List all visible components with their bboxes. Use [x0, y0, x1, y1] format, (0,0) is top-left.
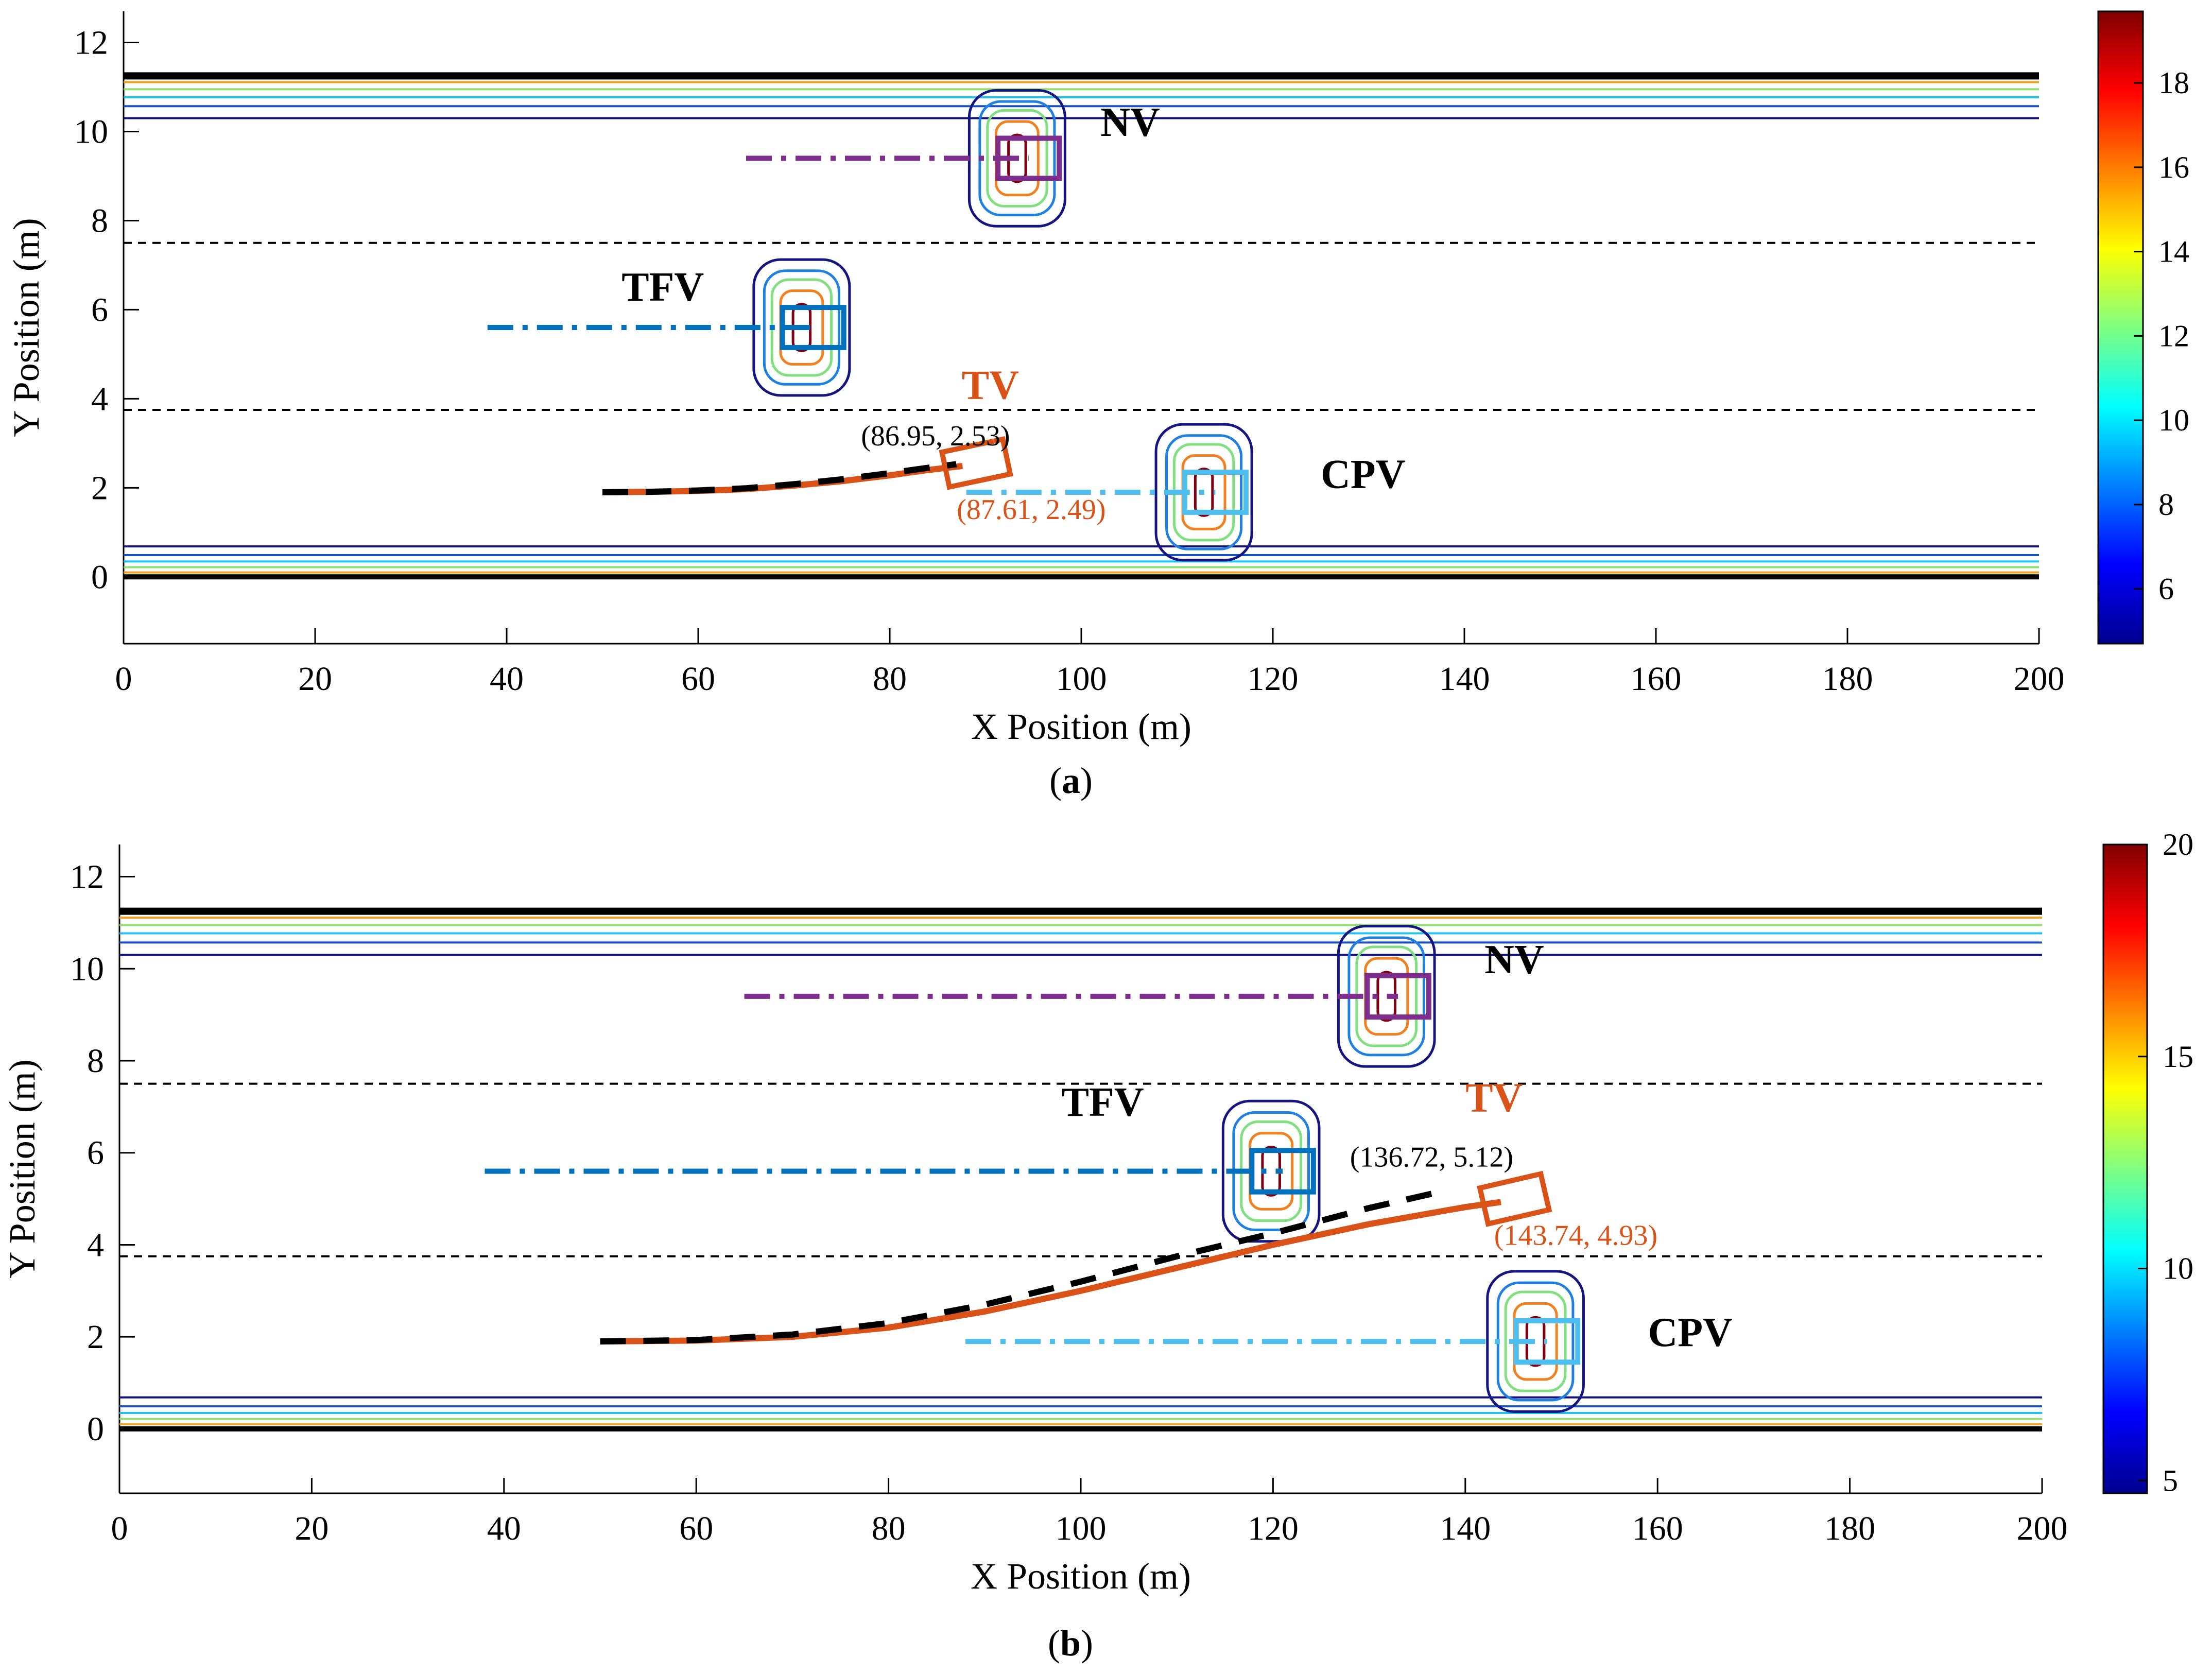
y-tick-label: 0 — [87, 1410, 104, 1448]
vehicle-label: CPV — [1648, 1310, 1733, 1355]
colorbar — [2097, 10, 2144, 645]
colorbar-tick-label: 14 — [2158, 235, 2189, 269]
colorbar-tick-label: 20 — [2163, 827, 2193, 861]
panel-caption: (a) — [1049, 760, 1093, 801]
x-tick-label: 60 — [679, 1510, 713, 1547]
colorbar-tick-label: 5 — [2163, 1463, 2178, 1497]
x-tick-label: 180 — [1822, 660, 1873, 698]
coordinate-annotation: (136.72, 5.12) — [1350, 1142, 1513, 1174]
risk-contour — [986, 109, 1048, 208]
y-tick-label: 10 — [74, 113, 108, 150]
y-tick-label: 4 — [87, 1226, 104, 1264]
x-tick-label: 180 — [1824, 1510, 1875, 1547]
vehicle-label: TFV — [1062, 1080, 1144, 1125]
panel-b: 0 20 40 60 80 100 120 140 160 180 200 0 2 4 6 8 10 12 X Po… — [2, 827, 2193, 1664]
vehicle-box — [1182, 470, 1249, 515]
caption-close: ) — [1081, 1623, 1093, 1664]
reference-trajectory — [600, 1190, 1435, 1345]
vehicle-box — [1249, 1148, 1316, 1195]
caption-letter: a — [1062, 760, 1080, 801]
x-tick-label: 0 — [115, 660, 132, 698]
x-tick-label: 120 — [1248, 1510, 1299, 1547]
vehicle-box — [1513, 1318, 1581, 1365]
y-tick-label: 10 — [70, 950, 104, 988]
vehicle-label: NV — [1484, 937, 1544, 982]
panel-a: 0 20 40 60 80 100 120 140 160 180 200 0 2 4 6 8 10 12 X Po… — [6, 10, 2189, 801]
tv-trajectory — [600, 1199, 1501, 1345]
y-tick-label: 0 — [91, 558, 108, 596]
x-axis-label: X Position (m) — [971, 706, 1191, 747]
tv-box — [1477, 1170, 1552, 1227]
caption-open: ( — [1048, 1623, 1060, 1664]
caption-letter: b — [1060, 1623, 1081, 1664]
colorbar-tick-label: 12 — [2158, 319, 2189, 353]
risk-contour — [1154, 423, 1253, 562]
y-tick-label: 12 — [70, 858, 104, 896]
y-axis-label: Y Position (m) — [6, 218, 47, 437]
x-tick-label: 40 — [490, 660, 524, 698]
coordinate-annotation: (143.74, 4.93) — [1494, 1219, 1657, 1251]
colorbar-tick-label: 6 — [2158, 572, 2174, 606]
y-tick-label: 2 — [91, 469, 108, 507]
y-tick-label: 6 — [87, 1134, 104, 1172]
coordinate-annotation: (87.61, 2.49) — [957, 494, 1105, 526]
x-tick-label: 200 — [2014, 660, 2065, 698]
x-tick-label: 160 — [1631, 660, 1682, 698]
colorbar-tick-label: 10 — [2158, 403, 2189, 437]
x-tick-label: 200 — [2017, 1510, 2068, 1547]
x-tick-label: 20 — [295, 1510, 329, 1547]
x-tick-label: 80 — [872, 1510, 906, 1547]
colorbar — [2102, 843, 2148, 1494]
tv-label: TV — [962, 363, 1019, 408]
colorbar-tick-label: 10 — [2163, 1252, 2193, 1286]
risk-contour — [1486, 1270, 1585, 1413]
x-tick-label: 120 — [1248, 660, 1299, 698]
reference-trajectory — [602, 461, 957, 495]
y-tick-label: 6 — [91, 291, 108, 329]
x-tick-label: 0 — [111, 1510, 128, 1547]
x-tick-label: 20 — [298, 660, 332, 698]
risk-contour — [1504, 1290, 1567, 1392]
x-tick-label: 160 — [1632, 1510, 1683, 1547]
risk-contour — [1194, 468, 1214, 517]
caption-open: ( — [1049, 760, 1062, 801]
risk-contour — [1249, 1132, 1294, 1211]
colorbar-tick-label: 18 — [2158, 66, 2189, 100]
risk-contour — [763, 269, 840, 386]
vehicle-label: CPV — [1321, 452, 1405, 497]
vehicle-box — [780, 305, 846, 350]
x-tick-label: 100 — [1056, 660, 1107, 698]
colorbar-tick-label: 16 — [2158, 150, 2189, 184]
y-tick-label: 12 — [74, 24, 108, 62]
x-axis-label: X Position (m) — [971, 1556, 1191, 1597]
x-tick-label: 140 — [1440, 1510, 1491, 1547]
vehicle-label: TFV — [621, 265, 704, 310]
y-tick-label: 8 — [91, 202, 108, 239]
tv-label: TV — [1465, 1075, 1523, 1120]
y-tick-label: 2 — [87, 1318, 104, 1356]
vehicle-box — [995, 135, 1062, 181]
colorbar-tick-label: 8 — [2158, 488, 2174, 522]
x-tick-label: 40 — [487, 1510, 521, 1547]
vehicle-box — [1364, 973, 1431, 1020]
y-axis-label: Y Position (m) — [2, 1059, 43, 1278]
panel-caption: (b) — [1048, 1623, 1093, 1664]
colorbar-tick-label: 15 — [2163, 1040, 2193, 1074]
risk-contour — [1221, 1099, 1321, 1243]
vehicle-label: NV — [1100, 100, 1160, 145]
y-tick-label: 4 — [91, 380, 108, 418]
caption-close: ) — [1080, 760, 1093, 801]
x-tick-label: 140 — [1439, 660, 1490, 698]
x-tick-label: 60 — [681, 660, 715, 698]
coordinate-annotation: (86.95, 2.53) — [861, 420, 1010, 452]
x-tick-label: 100 — [1056, 1510, 1107, 1547]
risk-contour — [1364, 957, 1409, 1036]
x-tick-label: 80 — [873, 660, 907, 698]
y-tick-label: 8 — [87, 1042, 104, 1080]
